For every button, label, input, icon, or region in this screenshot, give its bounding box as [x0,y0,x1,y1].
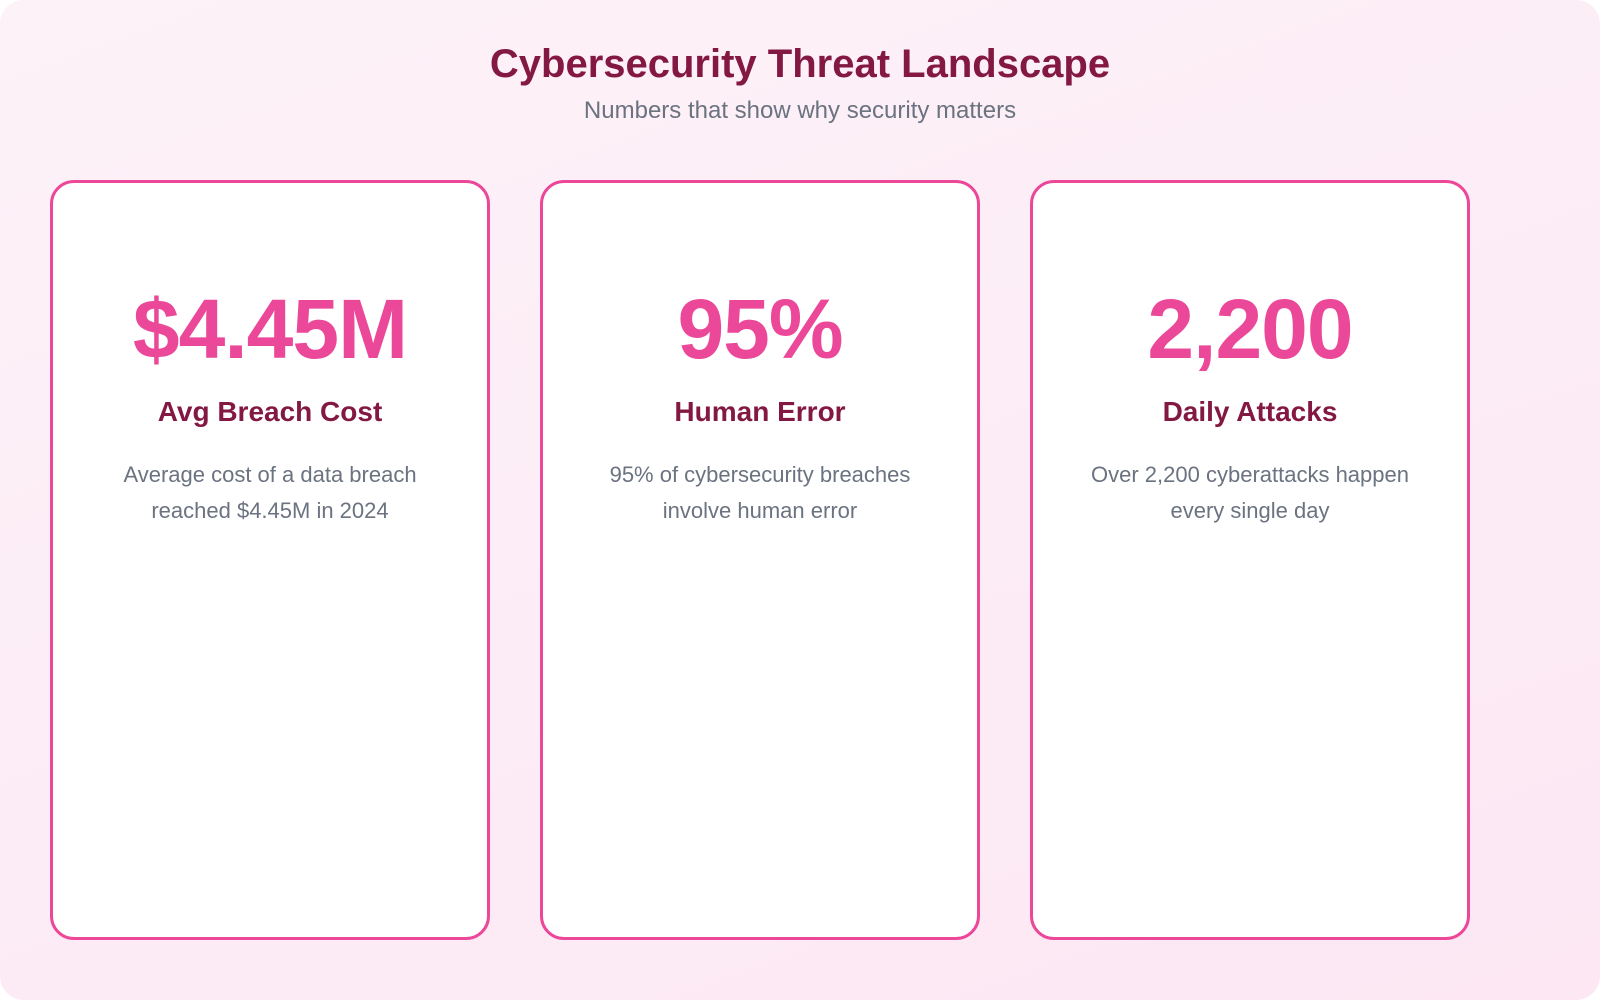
stat-card-human-error: 95% Human Error 95% of cybersecurity bre… [540,180,980,940]
stat-value: 95% [677,282,843,376]
page-title: Cybersecurity Threat Landscape [489,42,1111,86]
stat-description: Over 2,200 cyberattacks happen every sin… [1091,462,1409,523]
stat-card-daily-attacks: 2,200 Daily Attacks Over 2,200 cyberatta… [1030,180,1470,940]
stat-description: 95% of cybersecurity breaches involve hu… [609,462,911,523]
stat-description: Average cost of a data breach reached $4… [123,462,417,523]
stat-value: 2,200 [1147,282,1353,376]
stat-label: Human Error [674,396,846,427]
stat-value: $4.45M [132,282,408,376]
page-subtitle: Numbers that show why security matters [583,97,1017,124]
stat-label: Avg Breach Cost [157,396,383,427]
stat-label: Daily Attacks [1162,396,1338,427]
stat-card-breach-cost: $4.45M Avg Breach Cost Average cost of a… [50,180,490,940]
